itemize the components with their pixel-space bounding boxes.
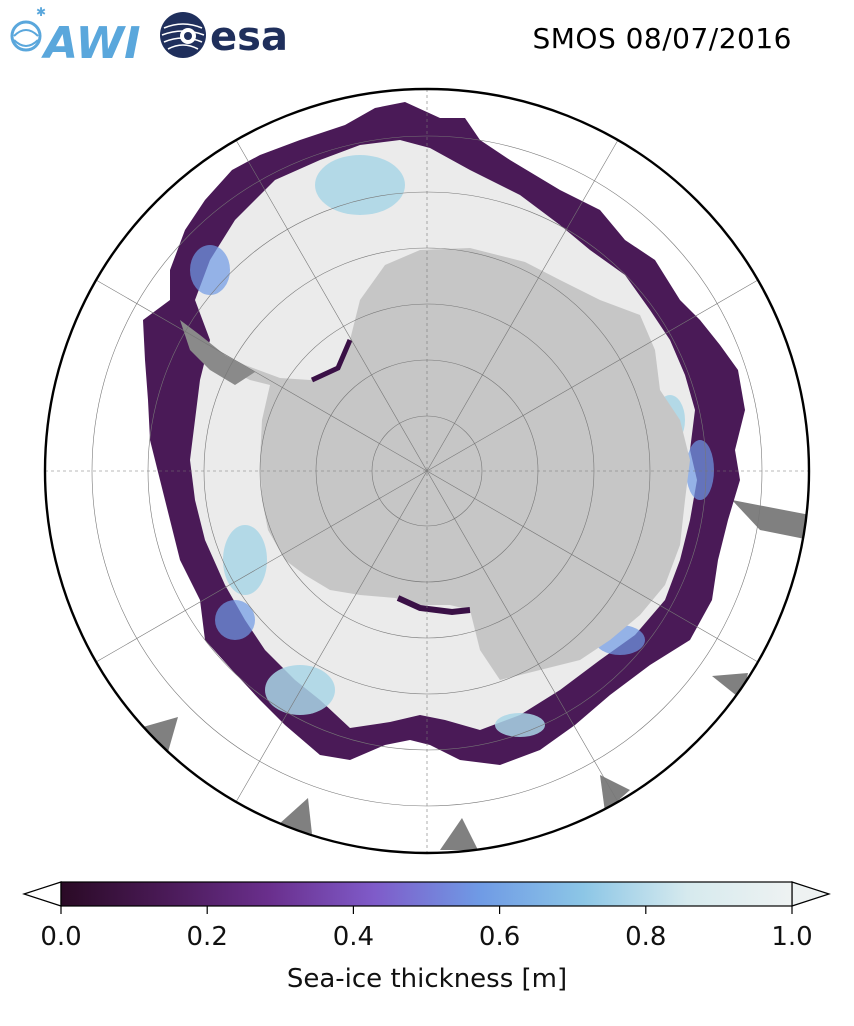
awi-globe-icon (10, 20, 42, 52)
antarctic-peninsula (180, 320, 255, 385)
map-title: SMOS 08/07/2016 (532, 22, 792, 55)
sea-ice-map (43, 87, 811, 855)
colorbar-gradient (60, 881, 793, 907)
colorbar-tick-label: 0.8 (625, 922, 667, 952)
meridians (45, 89, 809, 853)
colorbar-ticks (60, 906, 793, 914)
awi-logo: ✱ AWI (6, 5, 151, 69)
awi-logo-text: AWI (41, 18, 141, 62)
svg-text:✱: ✱ (36, 6, 46, 19)
colorbar-tick-label: 1.0 (771, 922, 813, 952)
colorbar-tick-label: 0.0 (40, 922, 82, 952)
esa-logo: esa (158, 10, 303, 70)
weddell-shelf-edge (310, 339, 353, 383)
colorbar-tick-label: 0.2 (186, 922, 228, 952)
esa-swoosh-icon (160, 12, 206, 58)
map-boundary (43, 87, 811, 855)
mid-ice-zones (223, 155, 685, 737)
colorbar-label: Sea-ice thickness [m] (286, 964, 568, 994)
meridians-diagonal (95, 139, 759, 803)
colorbar-extend-low (22, 881, 62, 907)
esa-logo-text: esa (210, 14, 288, 60)
thin-mid-ice-zones (190, 245, 714, 655)
colorbar-tick-label: 0.6 (478, 922, 521, 952)
antarctica-land (190, 248, 690, 680)
colorbar (22, 881, 831, 914)
ross-shelf-edge (396, 595, 471, 616)
colorbar-extend-high (791, 881, 831, 907)
colorbar-tick-label: 0.4 (332, 922, 375, 952)
data-mask-wedges (143, 500, 809, 850)
